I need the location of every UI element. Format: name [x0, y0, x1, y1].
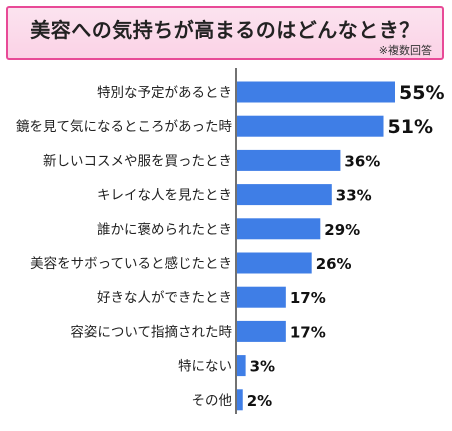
bar-chart: 特別な予定があるとき 55% 鏡を見て気になるところがあった時 51% 新しいコスメや服…	[16, 68, 444, 414]
bar	[237, 149, 341, 171]
bar	[237, 286, 286, 308]
category-label: 美容をサボっていると感じたとき	[30, 255, 232, 272]
multiple-answer-note: ※複数回答	[378, 44, 432, 57]
value-label: 17%	[290, 323, 326, 341]
bar	[237, 252, 312, 274]
bar	[237, 115, 384, 137]
category-label: 誰かに褒められたとき	[97, 222, 232, 238]
bar	[237, 389, 243, 411]
category-label: その他	[192, 393, 233, 409]
category-label: 特にない	[178, 359, 232, 375]
bar	[237, 218, 321, 240]
category-label: 鏡を見て気になるところがあった時	[16, 119, 232, 135]
value-label: 55%	[399, 82, 444, 104]
category-label: 好きな人ができたとき	[97, 290, 232, 306]
value-label: 29%	[324, 221, 360, 239]
category-label: 容姿について指摘された時	[70, 323, 232, 340]
title-banner: 美容への気持ちが高まるのはどんなとき？ ※複数回答	[6, 6, 444, 60]
bar	[237, 320, 286, 342]
bar	[237, 355, 246, 377]
category-label: キレイな人を見たとき	[97, 188, 232, 204]
value-label: 26%	[316, 255, 352, 273]
value-label: 33%	[336, 187, 372, 205]
value-label: 17%	[290, 289, 326, 307]
category-label: 特別な予定があるとき	[97, 85, 232, 101]
value-label: 2%	[247, 392, 272, 410]
bar	[237, 184, 332, 206]
value-label: 3%	[250, 358, 275, 376]
bar	[237, 81, 395, 103]
value-label: 51%	[388, 116, 433, 138]
value-label: 36%	[344, 152, 380, 170]
category-label: 新しいコスメや服を買ったとき	[43, 153, 232, 169]
chart-title: 美容への気持ちが高まるのはどんなとき？	[30, 18, 420, 42]
